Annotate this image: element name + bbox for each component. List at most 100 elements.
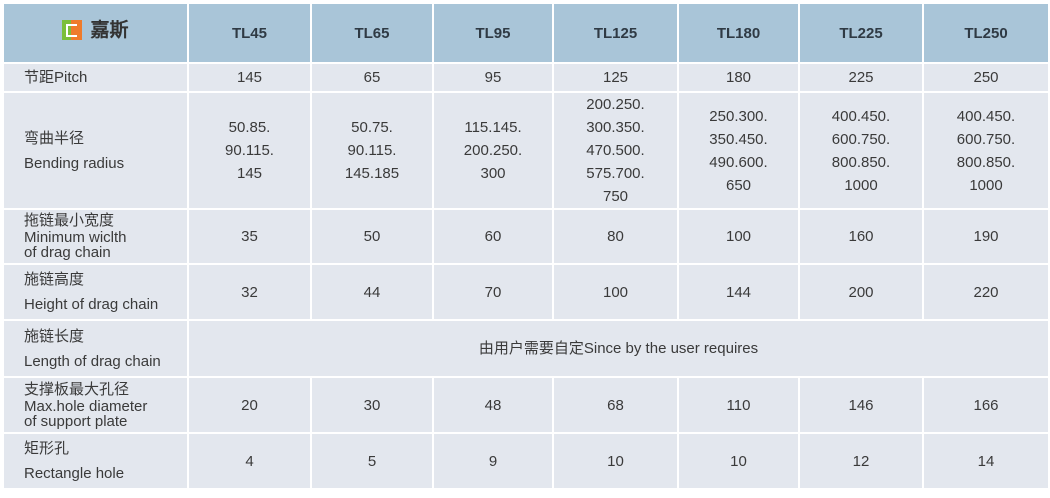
label-cn: 节距Pitch bbox=[24, 69, 88, 86]
value-line: 650 bbox=[725, 176, 752, 194]
merged-value: 由用户需要自定Since by the user requires bbox=[187, 319, 1050, 378]
row-label: 施链高度 Height of drag chain bbox=[2, 263, 189, 321]
value-line: 600.750. bbox=[956, 130, 1016, 148]
value-cell: 44 bbox=[310, 263, 434, 321]
value-cell: 225 bbox=[798, 62, 924, 93]
value-line: 1000 bbox=[844, 176, 878, 194]
row-label: 拖链最小宽度 Minimum wiclth of drag chain bbox=[2, 208, 189, 265]
value-cell: 10 bbox=[552, 432, 679, 490]
row-label: 支撑板最大孔径 Max.hole diameter of support plate bbox=[2, 376, 189, 434]
label-cn: 支撑板最大孔径 bbox=[24, 380, 130, 398]
row-min-width: 拖链最小宽度 Minimum wiclth of drag chain 35 50 60 8… bbox=[2, 208, 1050, 265]
label-cn: 施链长度 bbox=[24, 327, 85, 345]
row-max-hole: 支撑板最大孔径 Max.hole diameter of support plate… bbox=[2, 376, 1050, 434]
value-line: 470.500. bbox=[586, 142, 645, 159]
value-line: 490.600. bbox=[709, 153, 768, 171]
label-en: Bending radius bbox=[24, 154, 125, 172]
value-cell: 48 bbox=[432, 376, 554, 434]
row-label: 节距Pitch bbox=[2, 62, 189, 93]
row-label: 矩形孔 Rectangle hole bbox=[2, 432, 189, 490]
brand-cell: 嘉斯 bbox=[2, 2, 189, 64]
label-cn: 施链高度 bbox=[24, 271, 85, 288]
value-cell: 14 bbox=[922, 432, 1050, 490]
value-line: 1000 bbox=[969, 176, 1003, 194]
label-en: Height of drag chain bbox=[24, 296, 159, 313]
value-line: 50.75. bbox=[351, 119, 393, 136]
label-cn: 拖链最小宽度 bbox=[24, 212, 115, 229]
row-rect-hole: 矩形孔 Rectangle hole 4 5 9 10 10 12 14 bbox=[2, 432, 1050, 490]
value-cell: 35 bbox=[187, 208, 312, 265]
row-bending-radius: 弯曲半径 Bending radius 50.85. 90.115. 145 50.75.… bbox=[2, 91, 1050, 210]
value-cell: 95 bbox=[432, 62, 554, 93]
value-cell: 250.300. 350.450. 490.600. 650 bbox=[677, 91, 800, 210]
label-en: Length of drag chain bbox=[24, 352, 161, 370]
value-cell: 400.450. 600.750. 800.850. 1000 bbox=[922, 91, 1050, 210]
model-header: TL95 bbox=[432, 2, 554, 64]
value-cell: 10 bbox=[677, 432, 800, 490]
value-cell: 30 bbox=[310, 376, 434, 434]
row-pitch: 节距Pitch 145 65 95 125 180 225 250 bbox=[2, 62, 1050, 93]
value-line: 800.850. bbox=[956, 153, 1016, 171]
value-cell: 60 bbox=[432, 208, 554, 265]
value-cell: 5 bbox=[310, 432, 434, 490]
value-line: 115.145. bbox=[464, 119, 522, 136]
value-cell: 145 bbox=[187, 62, 312, 93]
value-line: 750 bbox=[602, 188, 629, 205]
value-line: 400.450. bbox=[831, 107, 891, 125]
value-line: 90.115. bbox=[347, 142, 397, 159]
logo-icon bbox=[62, 20, 83, 41]
value-cell: 166 bbox=[922, 376, 1050, 434]
value-cell: 125 bbox=[552, 62, 679, 93]
value-cell: 160 bbox=[798, 208, 924, 265]
label-en: Max.hole diameter bbox=[24, 397, 148, 415]
model-header: TL180 bbox=[677, 2, 800, 64]
value-line: 300.350. bbox=[586, 119, 645, 136]
value-cell: 115.145. 200.250. 300 bbox=[432, 91, 554, 210]
value-cell: 4 bbox=[187, 432, 312, 490]
brand-logo: 嘉斯 bbox=[62, 19, 129, 42]
value-cell: 12 bbox=[798, 432, 924, 490]
value-cell: 50.75. 90.115. 145.185 bbox=[310, 91, 434, 210]
value-cell: 144 bbox=[677, 263, 800, 321]
row-label: 施链长度 Length of drag chain bbox=[2, 319, 189, 378]
value-cell: 68 bbox=[552, 376, 679, 434]
value-cell: 190 bbox=[922, 208, 1050, 265]
label-cn: 弯曲半径 bbox=[24, 129, 85, 147]
value-line: 145.185 bbox=[344, 165, 400, 182]
value-cell: 250 bbox=[922, 62, 1050, 93]
row-length: 施链长度 Length of drag chain 由用户需要自定Since by … bbox=[2, 319, 1050, 378]
value-cell: 400.450. 600.750. 800.850. 1000 bbox=[798, 91, 924, 210]
model-header: TL45 bbox=[187, 2, 312, 64]
value-cell: 180 bbox=[677, 62, 800, 93]
model-header: TL65 bbox=[310, 2, 434, 64]
value-cell: 80 bbox=[552, 208, 679, 265]
value-line: 145 bbox=[236, 165, 263, 182]
spec-table: 嘉斯 TL45 TL65 TL95 TL125 TL180 TL225 TL25… bbox=[2, 2, 1050, 490]
value-line: 90.115. bbox=[225, 142, 274, 159]
value-line: 600.750. bbox=[831, 130, 891, 148]
value-cell: 146 bbox=[798, 376, 924, 434]
label-en: of support plate bbox=[24, 412, 128, 430]
value-cell: 65 bbox=[310, 62, 434, 93]
brand-name: 嘉斯 bbox=[90, 19, 129, 41]
value-line: 250.300. bbox=[709, 107, 768, 125]
model-header: TL250 bbox=[922, 2, 1050, 64]
value-line: 575.700. bbox=[586, 165, 645, 182]
model-header: TL125 bbox=[552, 2, 679, 64]
value-cell: 32 bbox=[187, 263, 312, 321]
value-line: 350.450. bbox=[709, 130, 768, 148]
value-cell: 50 bbox=[310, 208, 434, 265]
value-line: 200.250. bbox=[586, 96, 645, 113]
model-header: TL225 bbox=[798, 2, 924, 64]
value-cell: 70 bbox=[432, 263, 554, 321]
value-cell: 200.250. 300.350. 470.500. 575.700. 750 bbox=[552, 91, 679, 210]
value-cell: 200 bbox=[798, 263, 924, 321]
label-en: of drag chain bbox=[24, 244, 111, 261]
row-height: 施链高度 Height of drag chain 32 44 70 100 144 200 2… bbox=[2, 263, 1050, 321]
value-cell: 100 bbox=[552, 263, 679, 321]
value-cell: 100 bbox=[677, 208, 800, 265]
value-cell: 9 bbox=[432, 432, 554, 490]
value-cell: 20 bbox=[187, 376, 312, 434]
value-line: 50.85. bbox=[228, 119, 271, 136]
value-line: 200.250. bbox=[463, 142, 523, 159]
